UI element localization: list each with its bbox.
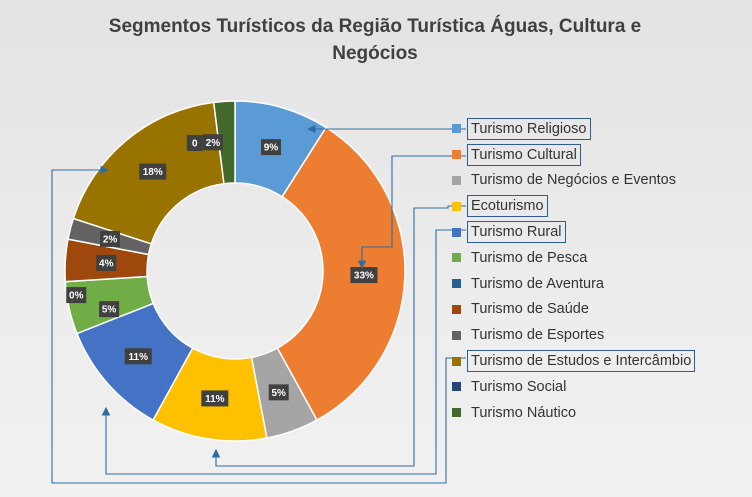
legend-swatch — [452, 150, 461, 160]
legend-swatch — [452, 279, 461, 289]
data-label-box — [139, 163, 167, 180]
data-label-box — [201, 390, 229, 407]
data-label-turismo-de-pesca: 5% — [99, 301, 120, 318]
data-label-turismo-de-esportes: 2% — [100, 230, 121, 247]
data-label-ecoturismo: 11% — [201, 390, 229, 407]
data-label-box — [268, 384, 289, 401]
legend-swatch — [452, 330, 461, 340]
legend-label: Turismo de Esportes — [471, 327, 605, 344]
legend-item-turismo-de-esportes: Turismo de Esportes — [452, 322, 695, 348]
legend-label: Turismo de Saúde — [471, 301, 589, 318]
data-label-text: 2% — [206, 138, 221, 149]
legend-item-turismo-de-saude: Turismo de Saúde — [452, 297, 695, 323]
legend-swatch — [452, 408, 461, 418]
data-label-box — [100, 230, 121, 247]
annotation-arrows — [51, 124, 466, 484]
data-label-text: 11% — [205, 394, 225, 405]
legend-label: Turismo Cultural — [467, 143, 581, 166]
legend-label: Ecoturismo — [467, 195, 548, 218]
data-label-text: 18% — [143, 167, 163, 178]
data-label-box — [186, 135, 203, 152]
data-label-box — [99, 301, 120, 318]
legend-item-turismo-nautico: Turismo Náutico — [452, 400, 695, 426]
legend-label: Turismo de Negócios e Eventos — [471, 172, 676, 189]
legend-label: Turismo Náutico — [471, 404, 577, 421]
slice-turismo-cultural — [276, 126, 406, 421]
legend-label: Turismo de Pesca — [471, 249, 588, 266]
chart-title: Segmentos Turísticos da Região Turística… — [60, 13, 690, 67]
arrow-estudos — [51, 165, 466, 484]
legend-label: Turismo Religioso — [467, 117, 591, 140]
arrow-rural — [101, 229, 466, 475]
data-label-box — [202, 134, 223, 151]
legend-label: Turismo de Aventura — [471, 275, 604, 292]
data-label-turismo-de-saude: 4% — [96, 254, 117, 271]
legend-swatch — [452, 227, 461, 237]
data-label-text: 5% — [102, 305, 117, 316]
data-label-turismo-cultural: 33% — [350, 267, 378, 284]
legend-item-turismo-de-negocios-e-eventos: Turismo de Negócios e Eventos — [452, 168, 695, 194]
legend-swatch — [452, 356, 461, 366]
data-label-box — [260, 139, 281, 156]
data-label-text: 33% — [354, 271, 374, 282]
data-label-turismo-de-aventura: 0% — [66, 287, 87, 304]
legend-item-ecoturismo: Ecoturismo — [452, 193, 695, 219]
legend-item-turismo-de-pesca: Turismo de Pesca — [452, 245, 695, 271]
legend-swatch — [452, 304, 461, 314]
data-label-text: 0% — [69, 291, 84, 302]
data-label-box — [96, 254, 117, 271]
legend-item-turismo-cultural: Turismo Cultural — [452, 142, 695, 168]
donut-data-labels: 9% 33% 5% 11% 11% 5% 0% 4% 2% 18% 0 2% — [66, 134, 378, 407]
data-label-turismo-rural: 11% — [124, 348, 152, 365]
legend-item-turismo-de-aventura: Turismo de Aventura — [452, 271, 695, 297]
legend-swatch — [452, 253, 461, 263]
data-label-box — [66, 287, 87, 304]
legend-item-turismo-rural: Turismo Rural — [452, 219, 695, 245]
legend-item-turismo-de-estudos-e-intercambio: Turismo de Estudos e Intercâmbio — [452, 348, 696, 374]
legend-item-turismo-religioso: Turismo Religioso — [452, 116, 695, 142]
data-label-text: 2% — [103, 234, 118, 245]
chart-title-line-2: Negócios — [332, 43, 418, 64]
legend-swatch — [452, 201, 461, 211]
data-label-text: 4% — [99, 258, 114, 269]
data-label-turismo-nautico: 2% — [202, 134, 223, 151]
legend-label: Turismo de Estudos e Intercâmbio — [467, 350, 696, 373]
data-label-turismo-religioso: 9% — [260, 139, 281, 156]
data-label-turismo-de-negocios-e-eventos: 5% — [268, 384, 289, 401]
legend-swatch — [452, 382, 461, 392]
data-label-text: 0 — [192, 139, 198, 150]
legend-item-turismo-social: Turismo Social — [452, 374, 695, 400]
legend-label: Turismo Rural — [467, 221, 566, 244]
data-label-text: 11% — [129, 352, 149, 363]
legend-swatch — [452, 124, 461, 134]
legend-label: Turismo Social — [471, 378, 567, 395]
data-label-text: 9% — [264, 143, 279, 154]
arrow-ecoturismo — [211, 205, 466, 467]
legend-swatch — [452, 175, 461, 185]
arrow-cultural — [357, 155, 466, 270]
data-label-box — [124, 348, 152, 365]
slice-turismo-nautico — [212, 100, 236, 185]
data-label-text: 5% — [271, 388, 286, 399]
chart-title-line-1: Segmentos Turísticos da Região Turística… — [108, 16, 642, 37]
data-label-box — [350, 267, 378, 284]
data-label-turismo-de-estudos-e-intercambio: 18% — [139, 163, 167, 180]
chart-legend: Turismo Religioso Turismo Cultural Turismo… — [452, 116, 696, 426]
data-label-turismo-social: 0 — [186, 135, 203, 152]
